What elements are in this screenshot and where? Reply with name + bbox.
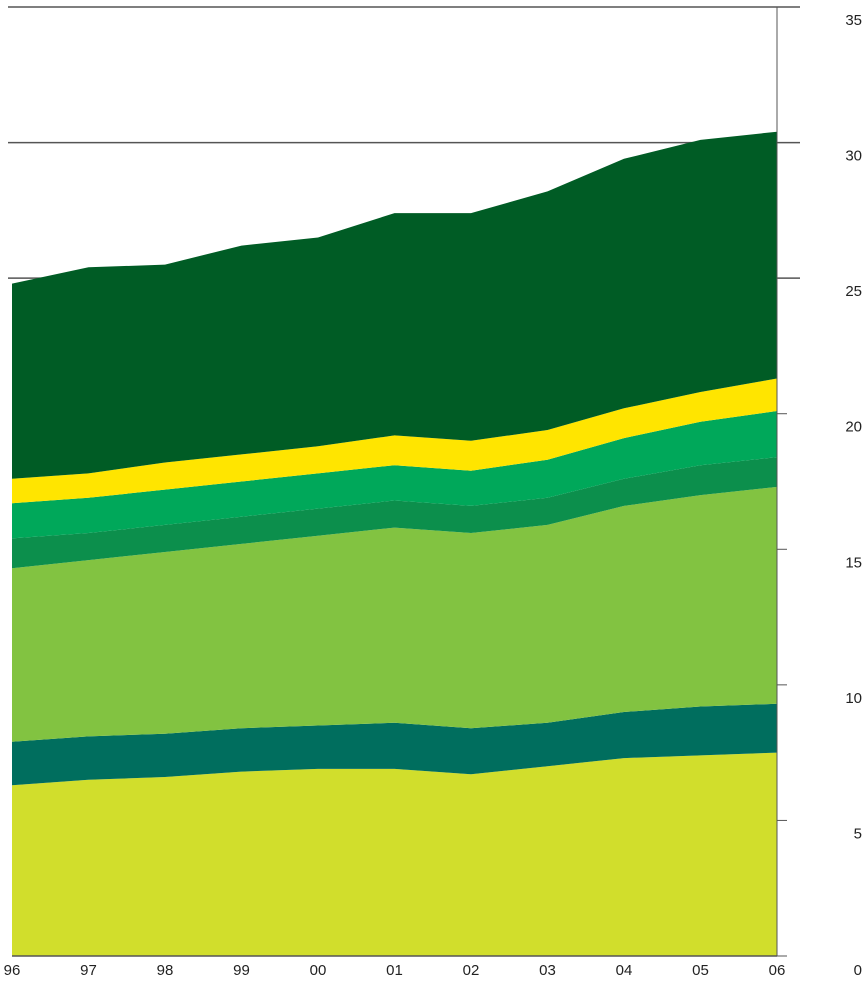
x-tick-label: 00	[310, 962, 327, 979]
y-tick-label: 25	[845, 283, 862, 300]
x-tick-label: 04	[616, 962, 633, 979]
area-series-6	[12, 378, 777, 504]
area-series	[12, 131, 777, 956]
area-series-2	[12, 703, 777, 786]
y-tick-label: 10	[845, 690, 862, 707]
area-series-7	[12, 131, 777, 479]
x-tick-label: 96	[4, 962, 21, 979]
y-tick-label: 15	[845, 554, 862, 571]
x-tick-label: 05	[692, 962, 709, 979]
y-tick-label: 0	[854, 962, 862, 979]
y-tick-label: 20	[845, 419, 862, 436]
x-tick-label: 03	[539, 962, 556, 979]
area-series-5	[12, 411, 777, 539]
x-tick-label: 97	[80, 962, 97, 979]
x-tick-label: 06	[769, 962, 786, 979]
x-tick-label: 99	[233, 962, 250, 979]
x-tick-label: 02	[463, 962, 480, 979]
x-tick-label: 98	[157, 962, 174, 979]
y-tick-label: 35	[845, 12, 862, 29]
y-tick-label: 5	[854, 825, 862, 842]
area-series-1	[12, 752, 777, 956]
area-series-4	[12, 457, 777, 569]
y-tick-label: 30	[845, 148, 862, 165]
axes	[12, 7, 787, 957]
x-tick-label: 01	[386, 962, 403, 979]
area-series-3	[12, 486, 777, 742]
